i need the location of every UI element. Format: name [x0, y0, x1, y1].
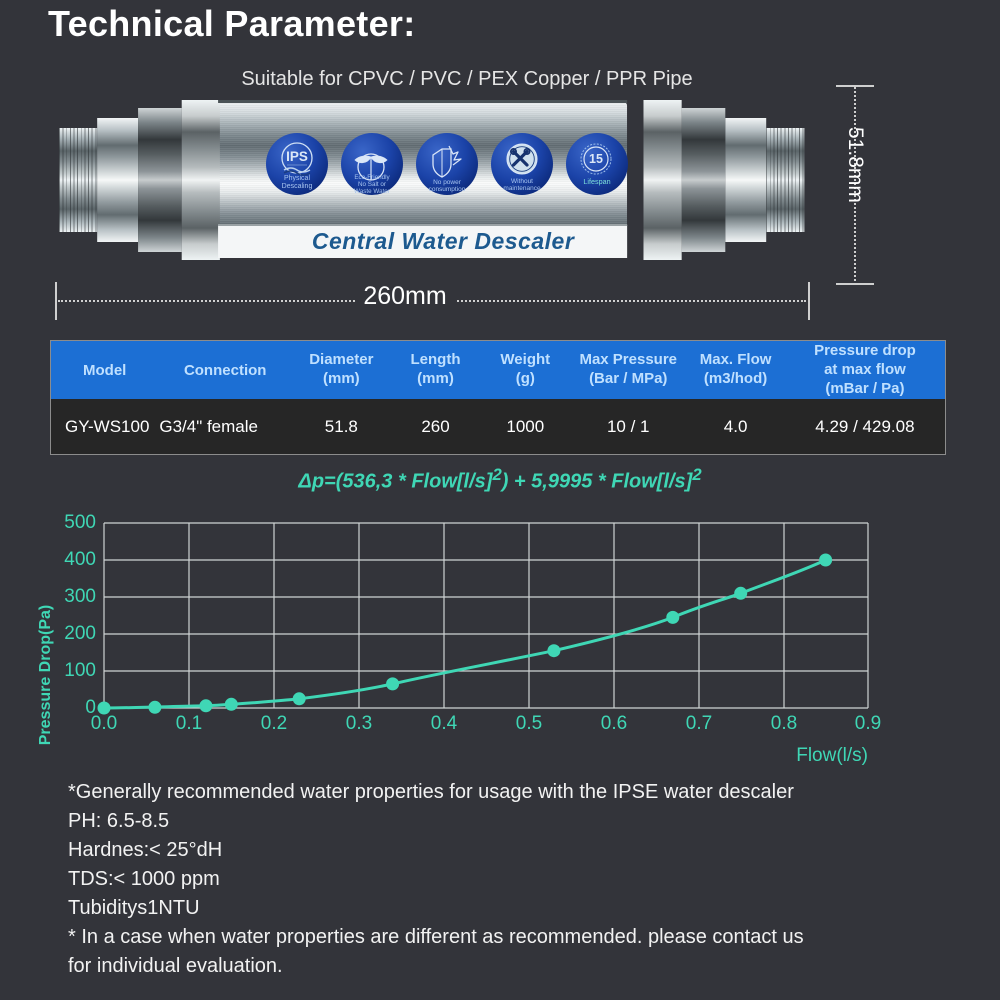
svg-text:0.8: 0.8 — [771, 713, 797, 734]
svg-text:100: 100 — [64, 660, 96, 681]
svg-text:Flow(l/s): Flow(l/s) — [796, 745, 868, 766]
svg-text:0.9: 0.9 — [855, 713, 881, 734]
svg-text:0.0: 0.0 — [91, 713, 117, 734]
svg-text:300: 300 — [64, 586, 96, 607]
svg-text:0.5: 0.5 — [516, 713, 542, 734]
svg-text:Descaling: Descaling — [282, 183, 313, 190]
svg-text:200: 200 — [64, 623, 96, 644]
svg-text:0.2: 0.2 — [261, 713, 287, 734]
svg-text:500: 500 — [64, 512, 96, 533]
svg-text:0.3: 0.3 — [346, 713, 372, 734]
svg-text:maintenance: maintenance — [503, 185, 541, 192]
svg-text:Eco-Friendly: Eco-Friendly — [354, 174, 390, 181]
svg-text:No Salt or: No Salt or — [358, 181, 386, 188]
svg-text:Pressure Drop(Pa): Pressure Drop(Pa) — [37, 605, 54, 746]
svg-text:Physical: Physical — [284, 175, 310, 182]
svg-text:Waste Water: Waste Water — [354, 188, 390, 195]
svg-text:0.1: 0.1 — [176, 713, 202, 734]
svg-text:IPS: IPS — [286, 149, 308, 164]
svg-text:consumption: consumption — [429, 186, 466, 193]
svg-text:15: 15 — [589, 152, 603, 166]
svg-text:No power: No power — [433, 179, 462, 186]
svg-text:Lifespan: Lifespan — [583, 177, 610, 186]
svg-text:0.4: 0.4 — [431, 713, 458, 734]
svg-text:Without: Without — [511, 178, 533, 185]
svg-text:0.7: 0.7 — [686, 713, 712, 734]
svg-text:0.6: 0.6 — [601, 713, 627, 734]
svg-text:400: 400 — [64, 549, 96, 570]
